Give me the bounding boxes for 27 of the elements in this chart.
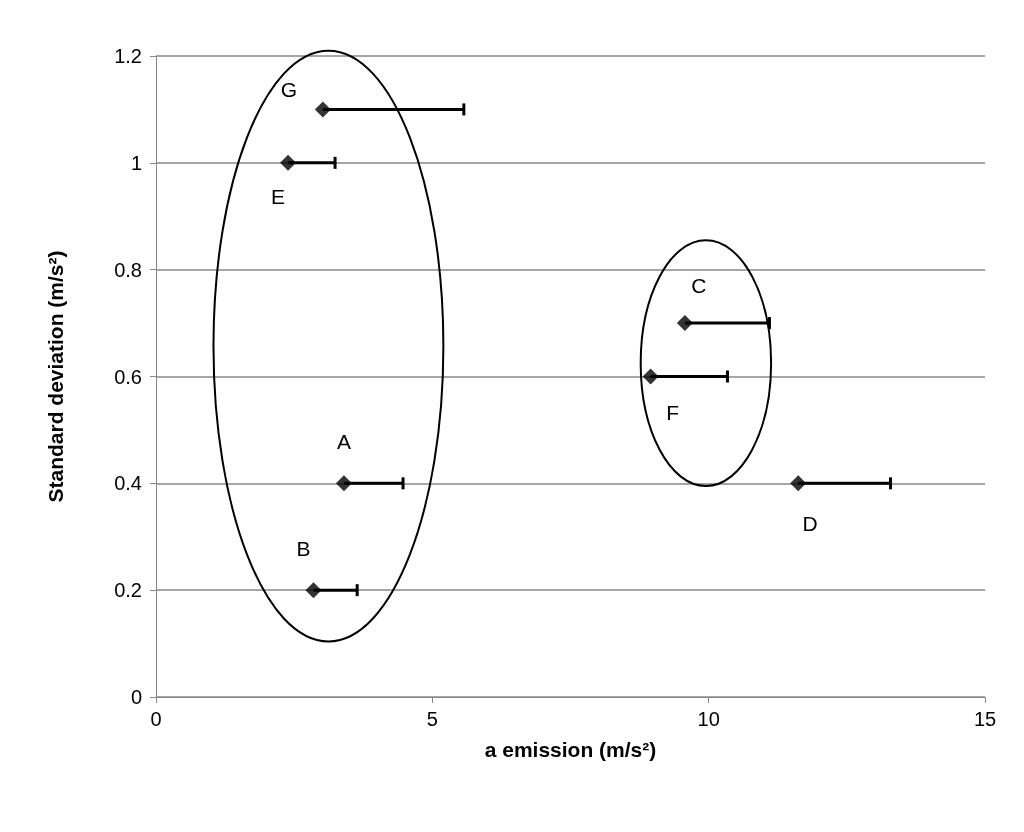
point	[335, 475, 352, 492]
x-tick-label: 0	[150, 708, 162, 730]
point	[642, 368, 659, 385]
annotation: A	[336, 429, 351, 453]
x-axis-title: a emission (m/s²)	[484, 738, 657, 761]
point	[314, 101, 331, 118]
x-tick-label: 5	[426, 708, 438, 730]
annotation: D	[802, 511, 818, 535]
annotation: F	[666, 401, 680, 424]
y-axis-title: Standard deviation (m/s²)	[44, 250, 67, 503]
annotation: B	[296, 536, 311, 560]
annotation: C	[691, 273, 707, 297]
y-tick-label: 0.6	[114, 365, 142, 388]
y-tick-label: 1	[130, 151, 142, 174]
x-tick-label: 15	[973, 708, 997, 730]
y-tick-label: 0.8	[114, 258, 142, 281]
y-tick-label: 0	[130, 686, 142, 708]
y-tick-label: 1.2	[114, 45, 142, 67]
y-tick-label: 0.4	[114, 472, 142, 495]
annotation: E	[271, 185, 286, 209]
y-tick-label: 0.2	[114, 579, 142, 602]
point	[305, 582, 322, 599]
point	[790, 475, 807, 492]
point	[280, 154, 297, 171]
point	[676, 315, 693, 332]
x-tick-label: 10	[697, 708, 720, 730]
annotation: G	[280, 77, 298, 101]
